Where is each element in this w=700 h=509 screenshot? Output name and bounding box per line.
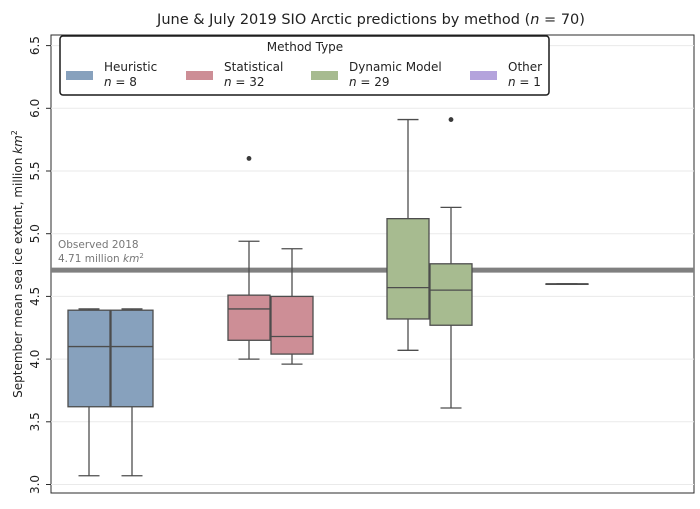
legend-swatch — [311, 71, 338, 80]
iqr-box — [386, 218, 430, 320]
y-tick-label: 6.0 — [28, 99, 42, 118]
y-tick-label: 4.0 — [28, 350, 42, 369]
box-statistical-june — [227, 156, 271, 360]
box-heuristic-july — [110, 308, 154, 477]
observed-2018-value: 4.71 million km2 — [58, 252, 144, 265]
iqr-box — [227, 294, 271, 341]
box-other-july — [545, 283, 589, 286]
legend-n: n = 1 — [508, 75, 541, 89]
title-suffix: = 70) — [539, 12, 584, 28]
plot-area — [50, 34, 695, 494]
title-text: June & July 2019 SIO Arctic predictions … — [156, 12, 530, 28]
y-tick-label: 3.0 — [28, 475, 42, 494]
legend-label: Other — [508, 60, 542, 74]
iqr-box — [429, 263, 473, 326]
legend-n: n = 29 — [349, 75, 390, 89]
legend-swatch — [186, 71, 213, 80]
legend-n: n = 8 — [104, 75, 137, 89]
observed-2018-label: Observed 2018 — [58, 239, 139, 251]
y-tick-label: 6.5 — [28, 36, 42, 55]
legend-label: Dynamic Model — [349, 60, 442, 74]
y-label-text: September mean sea ice extent, million — [11, 154, 25, 398]
box-dynamic-model-july — [429, 117, 473, 409]
grid-lines — [51, 45, 694, 485]
boxes-group — [67, 117, 589, 477]
legend-n: n = 32 — [224, 75, 265, 89]
y-tick-label: 4.5 — [28, 287, 42, 306]
box-statistical-july — [270, 248, 314, 365]
iqr-box — [67, 309, 111, 408]
outlier-point — [448, 117, 454, 122]
chart-title: June & July 2019 SIO Arctic predictions … — [156, 12, 585, 28]
y-tick-label: 5.0 — [28, 224, 42, 243]
legend-title: Method Type — [267, 40, 343, 54]
y-label-unit: km — [11, 135, 25, 154]
title-n: n — [530, 12, 539, 28]
y-axis: 3.0 3.5 4.0 4.5 5.0 5.5 6.0 6.5 — [28, 36, 51, 494]
legend-box — [59, 35, 550, 96]
box-heuristic-june — [67, 308, 111, 477]
y-axis-label: September mean sea ice extent, million k… — [10, 130, 25, 398]
legend-swatch — [470, 71, 497, 80]
iqr-box — [110, 309, 154, 408]
iqr-box — [270, 295, 314, 355]
legend-label: Statistical — [224, 60, 283, 74]
y-tick-label: 5.5 — [28, 161, 42, 180]
legend-label: Heuristic — [104, 60, 157, 74]
y-tick-label: 3.5 — [28, 412, 42, 431]
y-label-sup: 2 — [10, 130, 19, 135]
legend-swatch — [66, 71, 93, 80]
outlier-point — [246, 156, 252, 161]
box-dynamic-model-june — [386, 118, 430, 351]
